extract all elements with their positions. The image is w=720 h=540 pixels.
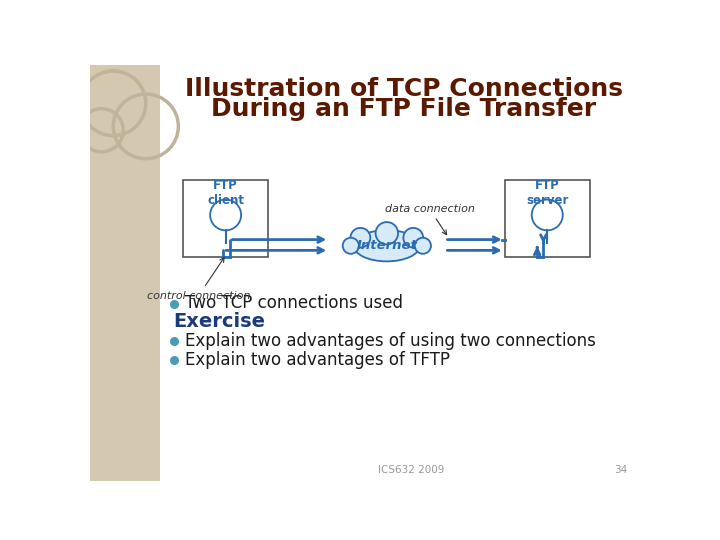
Text: ICS632 2009: ICS632 2009 [379,465,445,475]
Text: Two TCP connections used: Two TCP connections used [184,294,402,313]
Text: During an FTP File Transfer: During an FTP File Transfer [211,97,596,120]
FancyBboxPatch shape [183,180,269,257]
Text: Explain two advantages of TFTP: Explain two advantages of TFTP [184,352,449,369]
Circle shape [210,200,241,231]
Text: FTP
server: FTP server [526,179,568,207]
Text: FTP
client: FTP client [207,179,244,207]
Polygon shape [90,65,160,481]
Circle shape [343,238,359,254]
Text: control connection: control connection [147,258,250,301]
Text: data connection: data connection [384,204,474,235]
Text: Internet: Internet [356,239,418,252]
FancyBboxPatch shape [505,180,590,257]
Text: Illustration of TCP Connections: Illustration of TCP Connections [185,77,623,102]
Circle shape [415,238,431,254]
Circle shape [532,200,563,231]
Text: Exercise: Exercise [174,312,266,330]
Ellipse shape [354,230,420,261]
Circle shape [403,228,423,247]
Text: 34: 34 [614,465,628,475]
Text: Explain two advantages of using two connections: Explain two advantages of using two conn… [184,332,595,350]
Circle shape [351,228,370,247]
Circle shape [376,222,398,245]
